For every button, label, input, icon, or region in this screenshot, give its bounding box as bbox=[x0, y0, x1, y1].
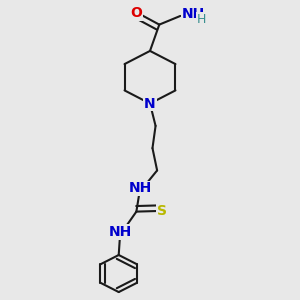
Text: NH: NH bbox=[109, 225, 132, 239]
Text: S: S bbox=[157, 204, 167, 218]
Text: NH: NH bbox=[182, 7, 205, 21]
Text: NH: NH bbox=[128, 182, 152, 195]
Text: O: O bbox=[131, 6, 142, 20]
Text: N: N bbox=[144, 97, 156, 111]
Text: H: H bbox=[196, 13, 206, 26]
